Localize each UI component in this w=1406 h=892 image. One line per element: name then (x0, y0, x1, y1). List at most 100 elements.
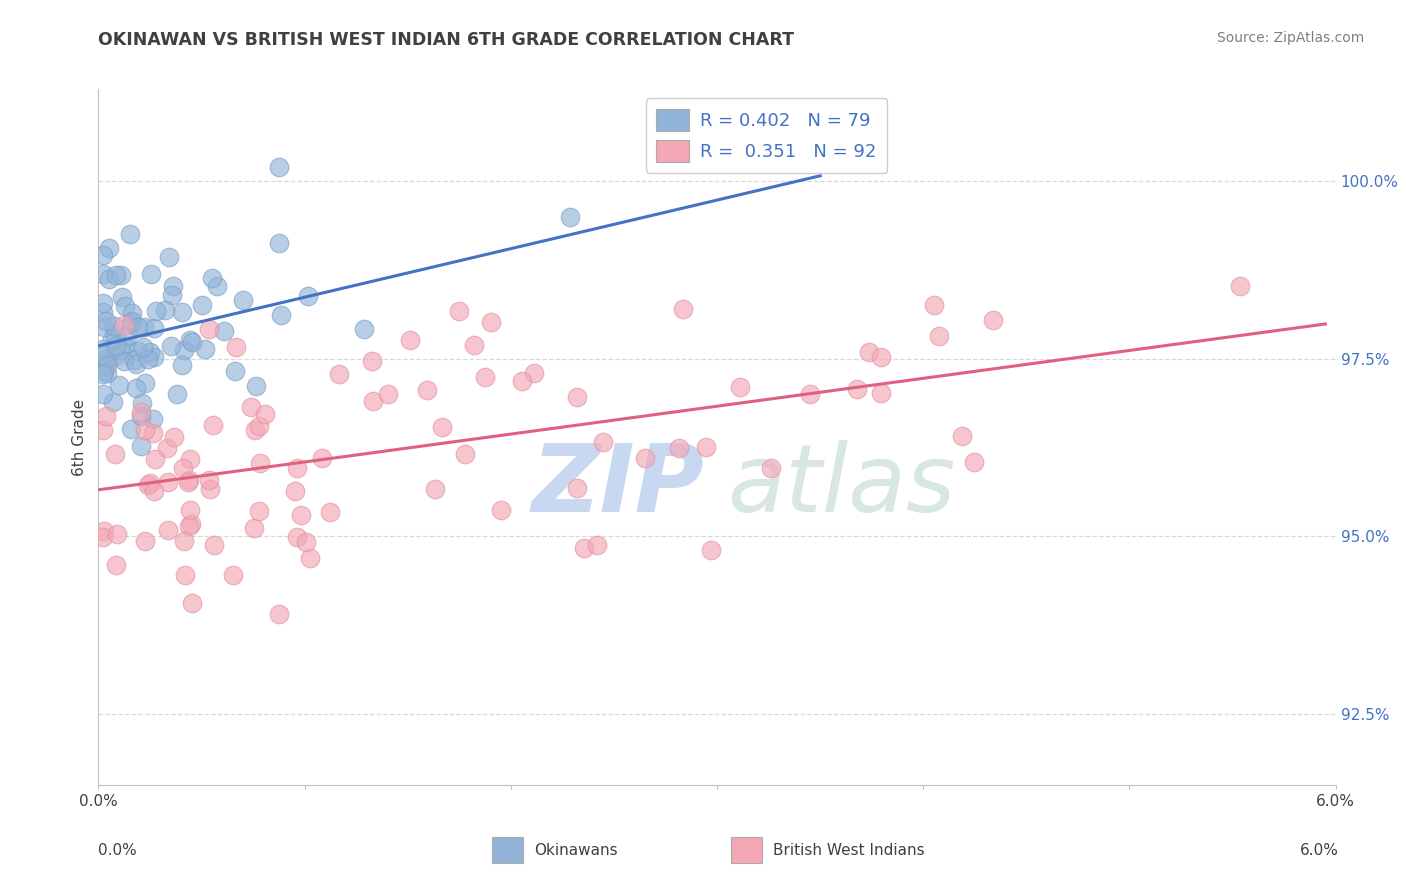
Point (479, 315, 502, 329)
Point (108, 378, 131, 392)
Point (134, 534, 156, 549)
Point (695, 440, 717, 454)
Point (94, 314, 117, 328)
Point (759, 460, 782, 475)
Point (194, 342, 217, 356)
Point (170, 358, 193, 372)
Point (249, 457, 271, 471)
Point (247, 504, 270, 518)
Point (177, 474, 200, 488)
Point (198, 322, 221, 336)
Point (224, 364, 246, 378)
Point (117, 328, 139, 343)
Point (198, 483, 221, 497)
Point (129, 409, 152, 423)
Point (166, 387, 188, 401)
Point (592, 434, 614, 449)
Text: ZIP: ZIP (531, 440, 704, 532)
Point (981, 312, 1004, 326)
Point (122, 353, 145, 368)
Point (112, 318, 135, 332)
Point (432, 420, 454, 434)
Point (399, 333, 422, 347)
Point (103, 326, 125, 341)
Point (142, 412, 165, 426)
Point (297, 288, 319, 302)
Point (270, 308, 292, 322)
Text: Okinawans: Okinawans (534, 843, 617, 857)
Text: 6.0%: 6.0% (1299, 843, 1339, 857)
Point (134, 376, 156, 390)
Point (247, 419, 270, 434)
Point (558, 210, 581, 224)
Point (138, 352, 160, 367)
Point (132, 340, 155, 354)
Point (447, 304, 470, 318)
Point (96, 366, 118, 380)
Point (143, 483, 166, 498)
Point (91, 530, 114, 544)
Point (173, 343, 195, 357)
Point (112, 354, 135, 368)
Point (91, 342, 114, 356)
Point (91, 348, 114, 362)
Point (179, 451, 201, 466)
Point (129, 439, 152, 453)
Point (91, 367, 114, 381)
Point (267, 607, 290, 621)
Point (91, 305, 114, 319)
Point (121, 314, 143, 328)
Point (105, 526, 128, 541)
Point (845, 382, 868, 396)
Point (1229, 278, 1251, 293)
Point (202, 538, 225, 552)
Point (93, 364, 115, 378)
Point (928, 329, 950, 343)
Point (136, 478, 159, 492)
Point (922, 298, 945, 312)
Point (143, 321, 166, 335)
Point (179, 503, 201, 517)
Point (157, 523, 180, 537)
Point (104, 558, 127, 572)
Point (156, 441, 179, 455)
Point (120, 316, 142, 330)
Point (105, 268, 128, 282)
Point (243, 521, 266, 535)
Point (423, 483, 446, 497)
Point (177, 475, 200, 489)
Point (142, 425, 165, 440)
Point (285, 530, 308, 544)
Point (138, 476, 160, 491)
Point (157, 475, 180, 489)
Point (91, 423, 114, 437)
Point (125, 358, 148, 372)
Point (134, 424, 156, 438)
Point (474, 370, 496, 384)
Point (295, 534, 318, 549)
Point (284, 483, 307, 498)
Point (232, 293, 254, 308)
Point (267, 160, 290, 174)
Point (190, 298, 212, 312)
Point (328, 367, 350, 381)
Point (120, 422, 142, 436)
Point (950, 429, 973, 443)
Point (240, 401, 263, 415)
Point (205, 279, 228, 293)
Point (225, 340, 247, 354)
Text: British West Indians: British West Indians (773, 843, 925, 857)
Point (202, 417, 225, 432)
Point (634, 450, 657, 465)
Point (858, 345, 880, 359)
Point (127, 343, 149, 358)
Point (141, 267, 163, 281)
Point (572, 541, 595, 556)
Point (180, 596, 202, 610)
Point (222, 567, 245, 582)
Point (870, 385, 893, 400)
Point (172, 460, 194, 475)
Text: atlas: atlas (727, 441, 955, 532)
Point (523, 366, 546, 380)
Point (160, 287, 183, 301)
